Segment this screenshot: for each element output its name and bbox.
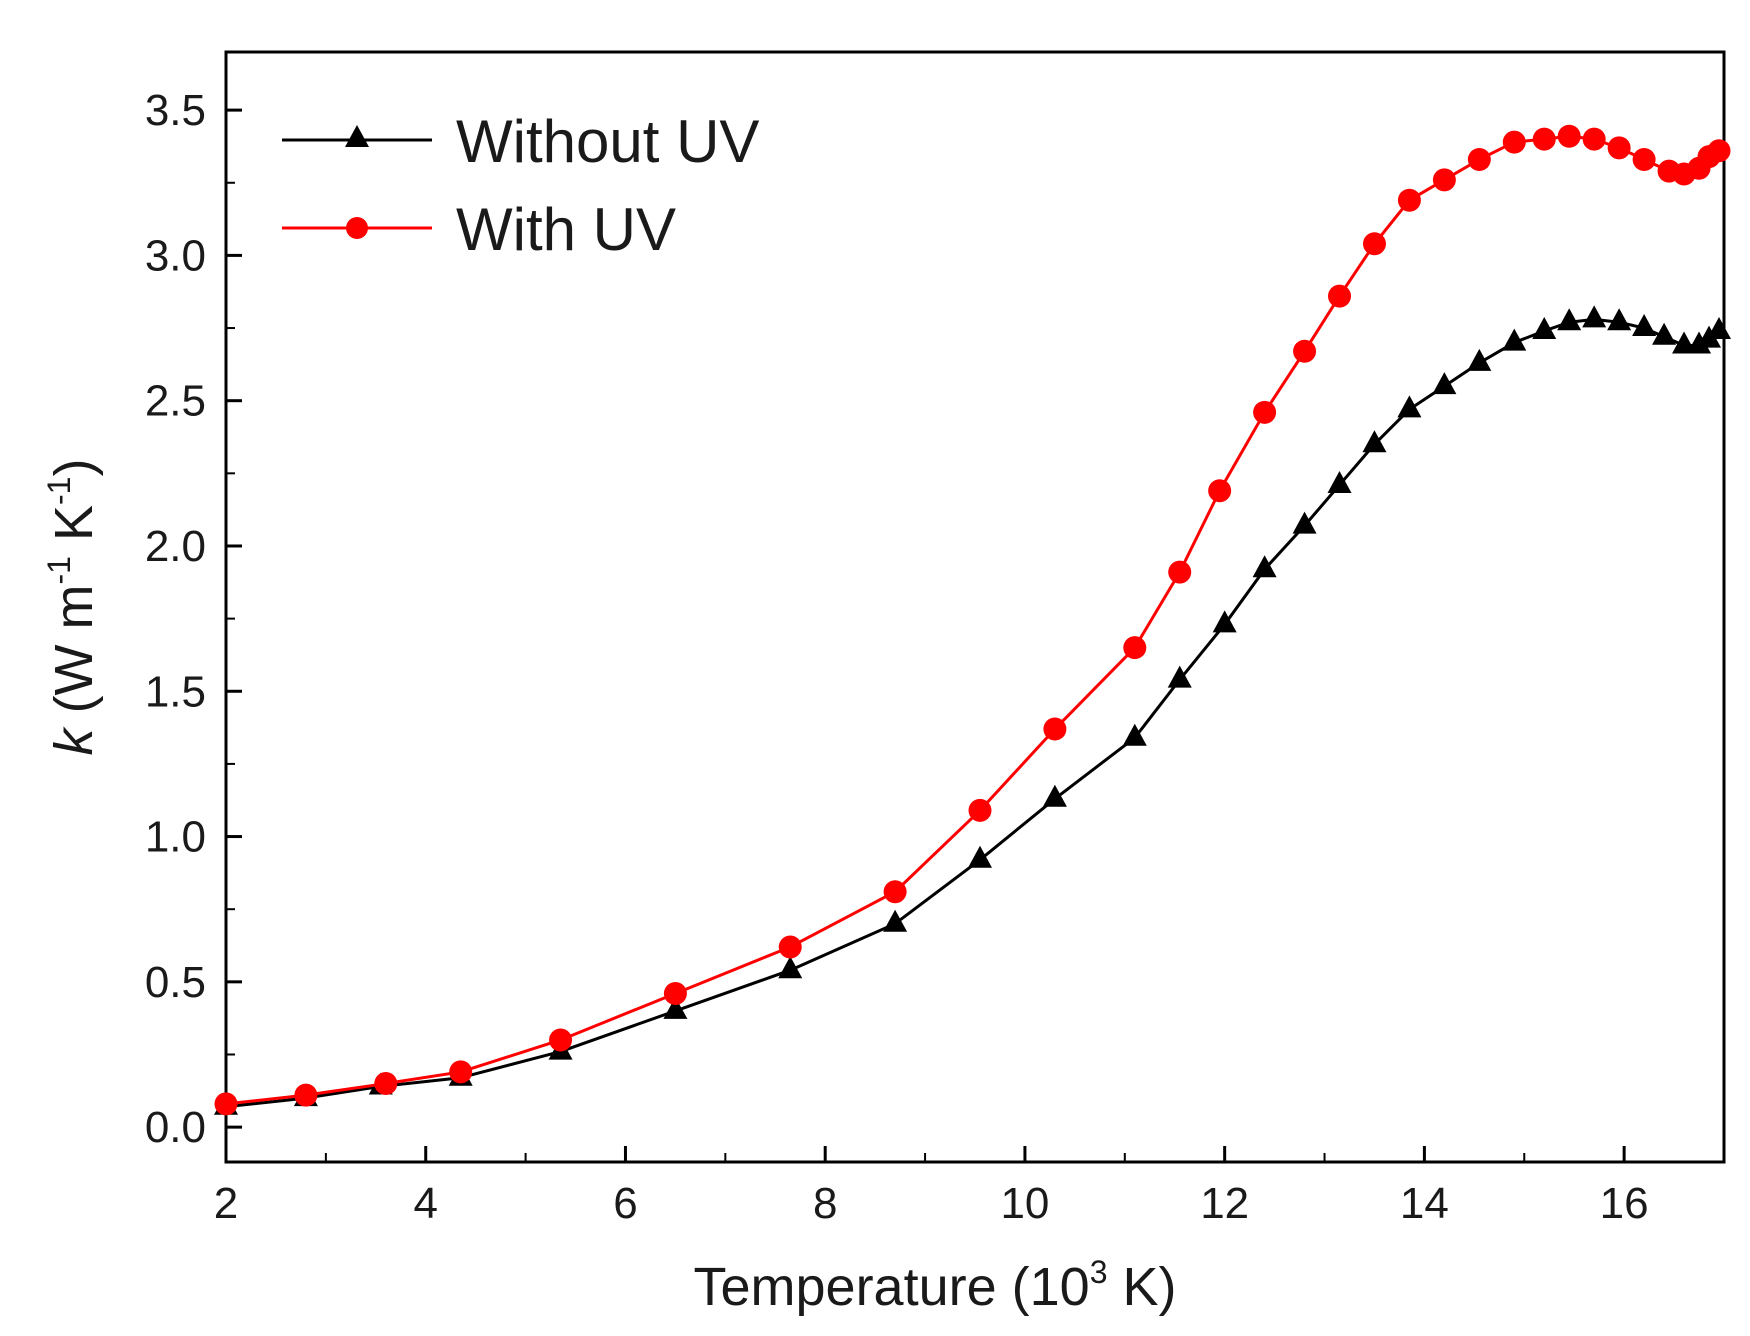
data-point-with-uv (663, 981, 687, 1005)
x-tick-label: 4 (413, 1179, 437, 1228)
data-point-without-uv (1532, 316, 1557, 339)
y-tick-label: 2.0 (145, 522, 206, 571)
data-point-with-uv (214, 1092, 238, 1116)
data-point-without-uv (1252, 555, 1277, 578)
data-point-without-uv (1432, 372, 1457, 395)
data-point-without-uv (778, 956, 803, 979)
data-point-with-uv (1362, 232, 1386, 256)
y-tick-labels: 0.0 0.5 1.0 1.5 2.0 2.5 3.0 3.5 (145, 86, 206, 1152)
data-point-with-uv (1328, 284, 1352, 308)
legend-marker-triangle (345, 125, 369, 147)
x-tick-label: 16 (1600, 1179, 1649, 1228)
data-point-without-uv (1582, 305, 1607, 328)
data-point-without-uv (1502, 328, 1527, 351)
data-point-with-uv (294, 1083, 318, 1107)
x-tick-label: 8 (813, 1179, 837, 1228)
data-point-with-uv (1432, 168, 1456, 192)
data-point-with-uv (1168, 560, 1192, 584)
x-tick-labels: 2 4 6 8 10 12 14 16 (214, 1179, 1649, 1228)
data-point-with-uv (1123, 636, 1147, 660)
data-point-with-uv (1582, 127, 1606, 151)
data-point-without-uv (1362, 430, 1387, 453)
data-point-without-uv (1042, 784, 1067, 807)
legend-item-without-uv: Without UV (282, 108, 759, 175)
data-point-without-uv (1397, 395, 1422, 418)
data-point-with-uv (1253, 400, 1277, 424)
data-point-without-uv (1707, 316, 1732, 339)
legend-item-with-uv: With UV (282, 196, 676, 263)
data-point-without-uv (1167, 665, 1192, 688)
series-without-uv (214, 305, 1732, 1115)
legend: Without UV With UV (282, 108, 759, 263)
series-line-with-uv (225, 134, 1720, 1106)
legend-label-without-uv: Without UV (456, 108, 759, 175)
data-point-without-uv (1122, 723, 1147, 746)
y-axis-title: k (W m-1 K-1) (41, 459, 104, 756)
data-point-without-uv (1607, 308, 1632, 331)
data-point-without-uv (883, 909, 908, 932)
legend-label-with-uv: With UV (456, 196, 676, 263)
data-point-without-uv (1557, 308, 1582, 331)
series-line-without-uv (225, 317, 1720, 1109)
data-point-with-uv (1607, 136, 1631, 160)
y-tick-label: 3.5 (145, 86, 206, 135)
data-point-without-uv (1327, 470, 1352, 493)
data-point-with-uv (1532, 127, 1556, 151)
data-point-with-uv (1557, 124, 1581, 148)
data-point-with-uv (1208, 479, 1232, 503)
y-tick-label: 1.5 (145, 667, 206, 716)
data-point-without-uv (967, 845, 992, 868)
data-point-with-uv (1397, 188, 1421, 212)
data-point-without-uv (1467, 348, 1492, 371)
data-point-with-uv (374, 1072, 398, 1096)
y-tick-label: 2.5 (145, 377, 206, 426)
y-tick-label: 3.0 (145, 231, 206, 280)
data-point-without-uv (1652, 322, 1677, 345)
data-point-without-uv (1212, 610, 1237, 633)
data-point-with-uv (968, 798, 992, 822)
data-point-without-uv (663, 996, 688, 1019)
series-with-uv (214, 124, 1731, 1116)
data-point-with-uv (449, 1060, 473, 1084)
axis-ticks (224, 108, 1626, 1162)
data-point-with-uv (1467, 148, 1491, 172)
x-tick-label: 10 (1000, 1179, 1049, 1228)
data-point-with-uv (1293, 339, 1317, 363)
x-tick-label: 2 (214, 1179, 238, 1228)
y-tick-label: 0.0 (145, 1103, 206, 1152)
x-tick-label: 6 (613, 1179, 637, 1228)
data-point-with-uv (549, 1028, 573, 1052)
data-point-with-uv (1632, 148, 1656, 172)
x-tick-label: 14 (1400, 1179, 1449, 1228)
data-point-with-uv (883, 880, 907, 904)
x-tick-label: 12 (1200, 1179, 1249, 1228)
x-axis-title: Temperature (103 K) (693, 1254, 1176, 1317)
data-point-with-uv (1502, 130, 1526, 154)
data-point-with-uv (1707, 139, 1731, 163)
y-tick-label: 0.5 (145, 958, 206, 1007)
data-point-with-uv (1043, 717, 1067, 741)
series-layer (214, 124, 1732, 1116)
data-point-with-uv (778, 935, 802, 959)
y-tick-label: 1.0 (145, 813, 206, 862)
plot-frame (224, 50, 1726, 1164)
data-point-without-uv (1632, 314, 1657, 337)
data-point-without-uv (1292, 511, 1317, 534)
data-point-without-uv (1687, 331, 1712, 354)
legend-marker-circle (346, 217, 368, 239)
